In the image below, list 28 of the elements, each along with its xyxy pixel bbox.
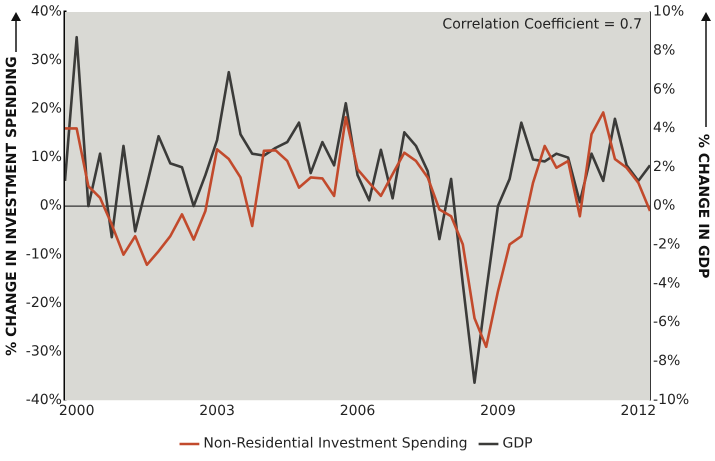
legend-label: Non-Residential Investment Spending <box>203 436 468 452</box>
y2-tick-label: -4% <box>653 275 680 292</box>
annotation: Correlation Coefficient = 0.7 <box>442 16 642 33</box>
y-tick-label: 30% <box>30 52 62 68</box>
y-tick-label: -10% <box>26 246 62 262</box>
y-tick-label: 0% <box>40 198 62 214</box>
x-tick-label: 2000 <box>58 403 94 420</box>
legend-label: GDP <box>502 436 533 452</box>
y2-tick-label: 0% <box>653 198 676 214</box>
y-tick-label: 10% <box>30 149 62 166</box>
x-tick-label: 2003 <box>199 403 235 420</box>
y-tick-label: -20% <box>26 294 62 311</box>
y-tick-label: 40% <box>30 4 62 20</box>
y2-tick-label: 10% <box>653 4 684 20</box>
y-axis-title: % CHANGE IN INVESTMENT SPENDING <box>4 56 20 356</box>
y2-tick-label: 6% <box>653 81 676 98</box>
y2-tick-label: -6% <box>653 314 680 330</box>
x-tick-label: 2006 <box>340 403 376 420</box>
x-tick-label: 2009 <box>480 403 516 420</box>
y2-tick-label: 4% <box>653 120 676 136</box>
y2-tick-label: 2% <box>653 158 676 175</box>
y2-tick-label: 8% <box>653 42 676 58</box>
y-tick-label: 20% <box>30 100 62 117</box>
y2-tick-label: -8% <box>653 353 680 370</box>
y2-axis-title: % CHANGE IN GDP <box>694 134 711 278</box>
x-tick-label: 2012 <box>620 403 656 420</box>
y-tick-label: -30% <box>26 343 62 360</box>
y2-tick-label: -2% <box>653 236 680 253</box>
